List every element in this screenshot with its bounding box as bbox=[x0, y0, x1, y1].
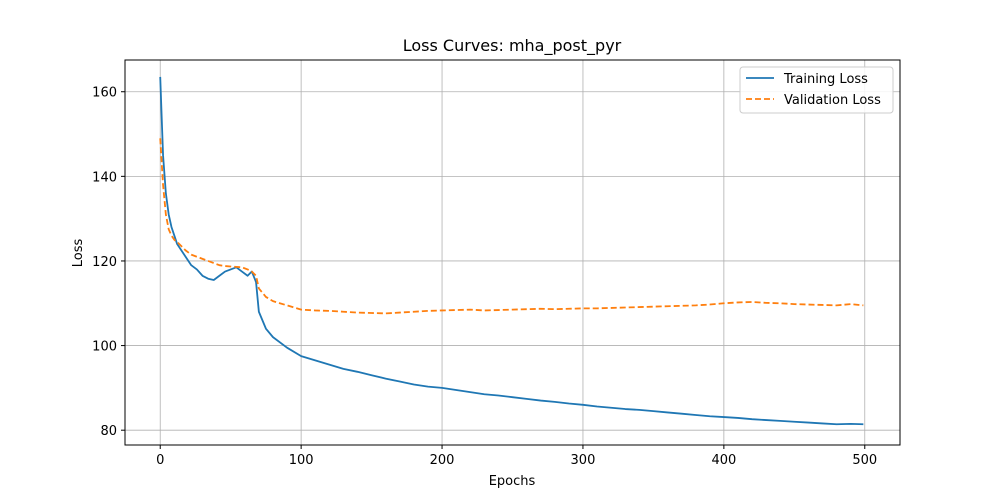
x-tick-label: 100 bbox=[289, 453, 314, 468]
legend-label-training: Training Loss bbox=[783, 72, 868, 87]
legend-frame bbox=[739, 66, 894, 114]
x-axis-label: Epochs bbox=[489, 474, 536, 489]
y-axis-label: Loss bbox=[71, 239, 86, 268]
series-group bbox=[159, 76, 864, 426]
legend-label-validation: Validation Loss bbox=[784, 93, 881, 108]
chart-title: Loss Curves: mha_post_pyr bbox=[403, 36, 622, 56]
x-tick-label: 200 bbox=[430, 453, 455, 468]
x-tick-label: 500 bbox=[852, 453, 877, 468]
plot-frame bbox=[124, 59, 901, 446]
x-tick-label: 0 bbox=[156, 453, 164, 468]
series-line-validation bbox=[159, 138, 864, 315]
y-tick-label: 80 bbox=[100, 424, 117, 439]
series-line-training bbox=[159, 76, 864, 426]
y-tick-label: 160 bbox=[92, 86, 117, 101]
x-tick-label: 400 bbox=[711, 453, 736, 468]
y-tick-label: 140 bbox=[92, 170, 117, 185]
ticks: 0 100 200 300 400 500 80 100 120 140 160 bbox=[92, 86, 877, 468]
legend: Training Loss Validation Loss bbox=[739, 66, 894, 114]
y-tick-label: 100 bbox=[92, 340, 117, 355]
y-tick-label: 120 bbox=[92, 255, 117, 270]
x-tick-label: 300 bbox=[571, 453, 596, 468]
